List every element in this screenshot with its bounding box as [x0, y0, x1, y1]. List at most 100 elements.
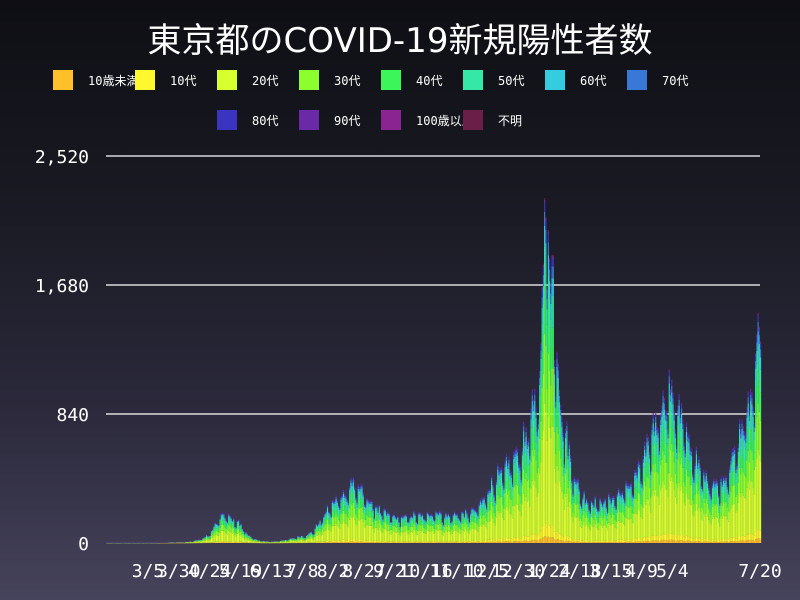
legend-swatch: [381, 110, 401, 130]
bar-segment: [365, 540, 367, 543]
bar-segment: [226, 522, 229, 524]
bar-segment: [413, 513, 415, 516]
bar-segment: [357, 499, 359, 508]
bar-segment: [391, 521, 393, 523]
bar-segment: [218, 535, 220, 542]
bar-segment: [442, 531, 445, 536]
bar-segment: [587, 511, 589, 518]
bar-segment: [505, 456, 507, 461]
bar-segment: [594, 499, 596, 503]
bar-segment: [488, 489, 490, 491]
bar-segment: [492, 485, 494, 488]
bar-segment: [303, 538, 305, 539]
bar-segment: [333, 511, 335, 518]
bar-segment: [466, 541, 468, 543]
bar-segment: [339, 528, 341, 541]
bar-segment: [309, 538, 311, 543]
bar-segment: [360, 499, 362, 508]
bar-segment: [541, 387, 543, 440]
bar-segment: [583, 490, 585, 493]
bar-segment: [314, 528, 316, 530]
bar-segment: [410, 517, 412, 520]
bar-segment: [360, 541, 362, 543]
bar-segment: [370, 542, 372, 543]
bar-segment: [244, 534, 246, 535]
bar-segment: [226, 529, 229, 535]
bar-segment: [602, 527, 604, 541]
bar-segment: [595, 542, 598, 543]
bar-segment: [208, 536, 210, 538]
bar-segment: [334, 503, 336, 507]
bar-segment: [403, 542, 405, 543]
bar-segment: [594, 497, 596, 500]
bar-segment: [347, 542, 350, 543]
bar-segment: [502, 481, 504, 483]
bar-segment: [486, 515, 488, 521]
bar-segment: [361, 491, 363, 499]
bar-segment: [419, 514, 421, 517]
bar-segment: [351, 539, 353, 542]
bar-segment: [339, 521, 341, 529]
bar-segment: [597, 509, 599, 511]
bar-segment: [324, 530, 326, 542]
bar-segment: [470, 516, 472, 520]
bar-segment: [531, 389, 533, 392]
bar-segment: [455, 514, 457, 516]
bar-segment: [434, 541, 436, 543]
y-tick-label: 2,520: [35, 147, 89, 168]
bar-segment: [560, 534, 562, 541]
bar-segment: [453, 542, 456, 543]
legend-label: 80代: [252, 114, 278, 128]
bar-segment: [573, 493, 575, 503]
bar-segment: [372, 540, 374, 543]
bar-segment: [577, 516, 579, 540]
bar-segment: [460, 534, 462, 542]
bar-segment: [220, 530, 222, 542]
bar-segment: [463, 517, 466, 520]
bar-segment: [518, 482, 520, 494]
bar-segment: [268, 542, 271, 543]
bar-segment: [335, 540, 337, 543]
bar-segment: [566, 430, 568, 439]
bar-segment: [393, 514, 395, 516]
bar-segment: [452, 531, 454, 542]
bar-segment: [321, 523, 324, 525]
bar-segment: [393, 525, 395, 532]
bar-segment: [333, 502, 335, 505]
bar-segment: [523, 422, 525, 424]
bar-segment: [391, 524, 393, 527]
bar-segment: [324, 513, 326, 515]
bar-segment: [430, 514, 432, 516]
bar-segment: [413, 523, 415, 530]
bar-segment: [403, 522, 405, 527]
bar-segment: [357, 488, 359, 493]
bar-segment: [407, 521, 409, 522]
bar-segment: [254, 541, 256, 543]
bar-segment: [523, 423, 525, 427]
bar-segment: [519, 495, 521, 512]
bar-segment: [531, 427, 533, 450]
bar-segment: [553, 374, 556, 386]
bar-segment: [397, 541, 399, 543]
bar-segment: [367, 542, 369, 543]
bar-segment: [315, 526, 317, 529]
bar-segment: [599, 498, 601, 501]
bar-segment: [423, 542, 425, 543]
bar-segment: [491, 484, 493, 493]
bar-segment: [471, 508, 473, 511]
bar-segment: [320, 526, 322, 529]
bar-segment: [375, 527, 377, 541]
bar-segment: [598, 514, 600, 518]
bar-segment: [478, 503, 480, 505]
bar-segment: [347, 518, 350, 527]
bar-segment: [590, 501, 593, 504]
bar-segment: [539, 539, 541, 543]
bar-segment: [382, 519, 384, 521]
bar-segment: [379, 513, 382, 515]
bar-segment: [397, 522, 399, 527]
bar-segment: [463, 519, 466, 523]
bar-segment: [372, 510, 374, 514]
bar-segment: [263, 542, 266, 543]
bar-segment: [579, 502, 582, 505]
bar-segment: [452, 514, 454, 515]
